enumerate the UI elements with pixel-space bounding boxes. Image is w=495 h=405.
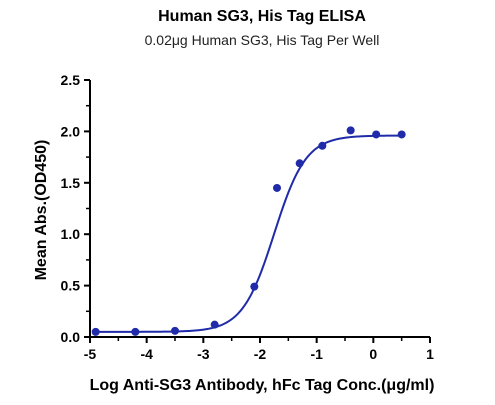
y-tick-label: 0.5 xyxy=(61,278,81,294)
y-tick-label: 2.5 xyxy=(61,72,81,88)
data-point xyxy=(295,159,304,168)
y-axis-label: Mean Abs.(OD450) xyxy=(33,140,50,281)
data-point xyxy=(171,326,179,335)
y-tick-label: 1.0 xyxy=(61,226,81,242)
x-tick-label: -1 xyxy=(310,346,323,362)
data-point xyxy=(346,126,355,135)
axes xyxy=(89,80,430,338)
x-axis-label: Log Anti-SG3 Antibody, hFc Tag Conc.(μg/… xyxy=(90,377,435,394)
x-tick-label: -3 xyxy=(197,346,210,362)
data-point xyxy=(273,183,281,192)
x-tick-label: -2 xyxy=(254,346,267,362)
data-point xyxy=(250,282,259,291)
fit-curve xyxy=(95,134,402,333)
x-tick-label: -5 xyxy=(84,346,97,362)
y-tick-label: 1.5 xyxy=(61,175,81,191)
data-points xyxy=(91,126,406,336)
data-point xyxy=(397,130,406,139)
data-point xyxy=(91,327,100,336)
y-tick-label: 0.0 xyxy=(61,329,81,345)
x-tick-label: -4 xyxy=(140,346,153,362)
data-point xyxy=(131,327,140,336)
x-axis-ticks: -5 -4 -3 -2 -1 0 1 xyxy=(84,337,434,362)
x-tick-label: 1 xyxy=(426,346,434,362)
x-tick-label: 0 xyxy=(369,346,377,362)
data-point xyxy=(318,141,327,150)
chart-subtitle: 0.02μg Human SG3, His Tag Per Well xyxy=(145,32,380,48)
chart-title: Human SG3, His Tag ELISA xyxy=(158,8,366,25)
fit-curve-group xyxy=(95,134,402,333)
y-axis-ticks: 0.0 0.5 1.0 1.5 2.0 2.5 xyxy=(61,72,90,345)
data-point xyxy=(210,320,219,329)
data-point xyxy=(372,130,381,139)
y-tick-label: 2.0 xyxy=(61,123,81,139)
